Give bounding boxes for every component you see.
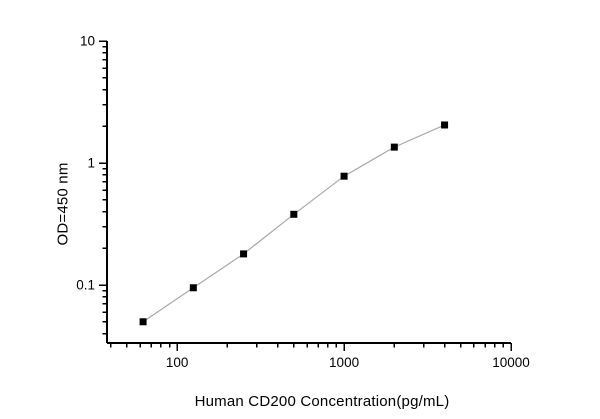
x-axis-title: Human CD200 Concentration(pg/mL) [194,393,450,410]
y-tick-label: 1 [87,156,95,171]
data-point-marker [390,143,398,151]
y-axis-title: OD=450 nm [54,162,72,246]
data-point-marker [139,318,147,326]
data-point-marker [290,210,298,218]
data-point-marker [240,250,248,258]
x-tick-label: 100 [166,355,189,370]
ticks [99,40,512,351]
axes [106,41,511,344]
x-tick-label: 1000 [329,355,359,370]
series-markers [139,121,449,326]
data-point-marker [340,172,348,180]
data-point-marker [441,121,449,129]
series-line [142,124,445,323]
x-tick-label: 10000 [492,355,530,370]
data-point-marker [189,284,197,292]
tick-labels: 100 1000 10000 10 1 0.1 [76,34,530,371]
y-tick-label: 10 [80,34,95,49]
y-tick-label: 0.1 [76,278,95,293]
